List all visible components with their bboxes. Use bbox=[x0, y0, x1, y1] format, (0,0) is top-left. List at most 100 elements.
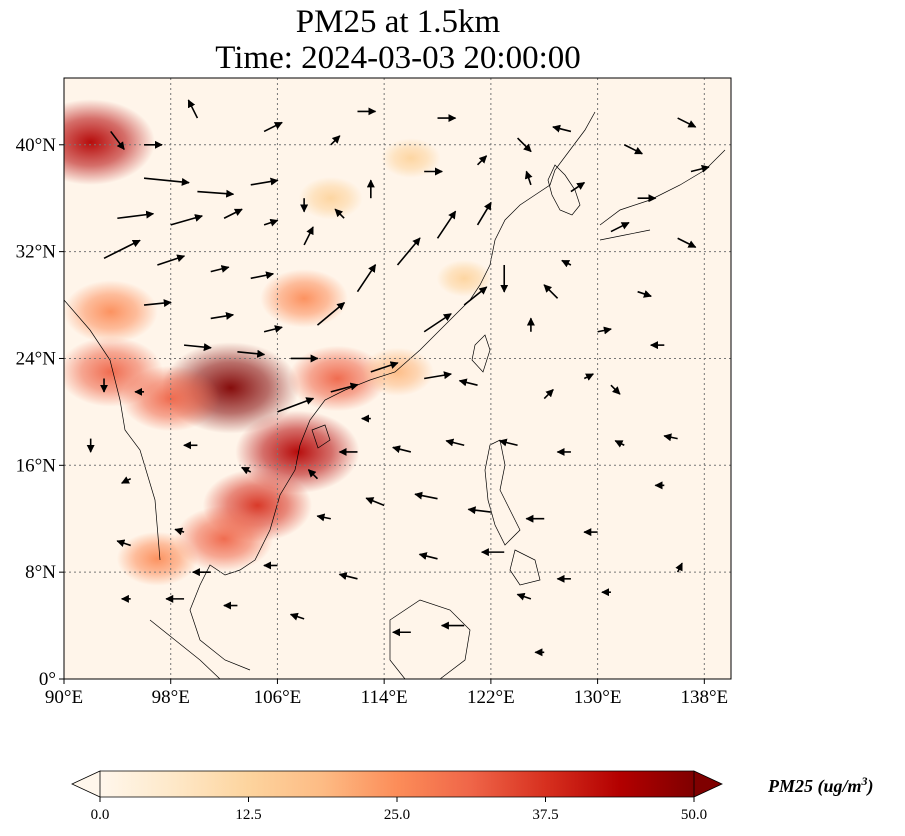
wind-arrow bbox=[174, 527, 185, 536]
wind-arrow bbox=[334, 208, 345, 219]
wind-arrow bbox=[143, 299, 172, 308]
wind-arrow bbox=[110, 130, 125, 151]
wind-arrow bbox=[307, 469, 319, 480]
colorbar: 0.0 12.5 25.0 37.5 50.0 bbox=[71, 770, 723, 823]
wind-arrow bbox=[103, 239, 141, 260]
colorbar-ticks: 0.0 12.5 25.0 37.5 50.0 bbox=[91, 797, 707, 823]
wind-arrow bbox=[289, 612, 305, 621]
colorbar-label: PM25 (ug/m3) bbox=[768, 774, 874, 797]
x-tick-label: 138°E bbox=[680, 687, 728, 708]
wind-arrow bbox=[610, 221, 630, 233]
wind-arrow bbox=[330, 135, 341, 146]
wind-arrow bbox=[396, 237, 421, 266]
wind-arrow bbox=[675, 562, 683, 573]
wind-arrow bbox=[458, 378, 478, 387]
x-tick-label: 106°E bbox=[254, 687, 302, 708]
wind-arrow bbox=[117, 210, 155, 220]
wind-arrow bbox=[250, 271, 275, 280]
wind-arrow bbox=[223, 208, 243, 219]
colorbar-label-exponent: 3 bbox=[861, 774, 868, 788]
colorbar-max-extension bbox=[693, 770, 723, 798]
korea-coastline bbox=[547, 164, 581, 216]
wind-arrow bbox=[663, 433, 678, 442]
wind-arrow bbox=[476, 155, 488, 166]
wind-arrow bbox=[116, 539, 131, 548]
coastlines bbox=[64, 111, 726, 679]
wind-arrow bbox=[365, 497, 385, 507]
wind-arrow bbox=[610, 384, 621, 395]
wind-arrow bbox=[250, 177, 279, 186]
wind-arrow bbox=[370, 361, 399, 373]
wind-arrow bbox=[316, 301, 346, 326]
wind-arrow bbox=[418, 552, 438, 560]
pm25-hotspot bbox=[64, 280, 158, 344]
wind-arrow bbox=[524, 170, 533, 186]
taiwan-coastline bbox=[471, 334, 491, 373]
wind-arrow bbox=[263, 218, 279, 227]
wind-arrow bbox=[614, 440, 625, 448]
colorbar-tick-label: 25.0 bbox=[384, 807, 410, 823]
wind-arrow bbox=[552, 124, 572, 133]
wind-arrow bbox=[467, 506, 491, 515]
colorbar-gradient bbox=[100, 771, 694, 797]
y-axis-ticks: 0° 8°N 16°N 24°N 32°N 40°N bbox=[16, 135, 64, 690]
wind-arrow bbox=[316, 513, 331, 522]
y-tick-label: 24°N bbox=[16, 348, 57, 369]
y-tick-label: 0° bbox=[39, 669, 56, 690]
pm25-hotspot bbox=[298, 176, 363, 220]
hainan-coastline bbox=[311, 424, 331, 449]
wind-arrow bbox=[677, 237, 697, 248]
colorbar-label-end: ) bbox=[867, 776, 874, 796]
y-tick-label: 16°N bbox=[16, 455, 57, 476]
y-tick-label: 32°N bbox=[16, 242, 57, 263]
wind-arrow bbox=[561, 259, 572, 268]
wind-arrow bbox=[241, 466, 252, 475]
map-title-line-2: Time: 2024-03-03 20:00:00 bbox=[215, 40, 581, 76]
x-axis-ticks: 90°E 98°E 106°E 114°E 122°E 130°E 138°E bbox=[45, 679, 728, 708]
pm25-hotspot bbox=[361, 347, 434, 396]
pm25-hotspot bbox=[64, 99, 155, 185]
mainland-coastline bbox=[189, 111, 596, 671]
wind-arrow bbox=[623, 144, 643, 155]
wind-arrow bbox=[463, 286, 488, 306]
wind-arrow bbox=[476, 201, 492, 226]
borneo-coastline bbox=[389, 599, 471, 679]
wind-arrow bbox=[303, 226, 314, 246]
pm25-concentration-layer bbox=[64, 99, 492, 586]
colorbar-label-main: PM25 (ug/m bbox=[768, 776, 862, 796]
wind-arrow bbox=[423, 313, 452, 333]
wind-arrow bbox=[197, 189, 235, 198]
map-frame bbox=[63, 77, 732, 680]
wind-arrow bbox=[237, 349, 266, 358]
colorbar-min-extension bbox=[71, 770, 101, 798]
wind-arrow bbox=[543, 284, 559, 299]
sumatra-coastline bbox=[149, 619, 221, 679]
x-tick-label: 114°E bbox=[361, 687, 408, 708]
wind-arrow bbox=[338, 572, 358, 580]
colorbar-tick-label: 0.0 bbox=[91, 807, 110, 823]
pm25-hotspot bbox=[174, 505, 274, 572]
wind-arrow bbox=[263, 121, 283, 133]
x-tick-label: 130°E bbox=[574, 687, 622, 708]
y-tick-label: 40°N bbox=[16, 135, 57, 156]
wind-arrow bbox=[392, 445, 412, 454]
wind-arrow bbox=[690, 164, 710, 173]
wind-arrow bbox=[543, 388, 554, 400]
wind-arrow bbox=[143, 177, 190, 186]
colorbar-tick-label: 12.5 bbox=[235, 807, 261, 823]
wind-arrow bbox=[263, 325, 283, 333]
wind-arrow bbox=[637, 290, 652, 298]
wind-arrow bbox=[424, 371, 452, 380]
philippines-coastline bbox=[484, 439, 541, 586]
wind-arrow bbox=[187, 99, 199, 119]
wind-arrow bbox=[516, 137, 532, 153]
pm25-hotspot bbox=[116, 531, 198, 586]
wind-arrow bbox=[414, 491, 438, 500]
wind-arrow bbox=[210, 311, 235, 320]
wind-arrow bbox=[277, 397, 315, 413]
wind-arrow bbox=[436, 210, 457, 239]
pm25-hotspot bbox=[260, 269, 348, 328]
colorbar-tick-label: 50.0 bbox=[681, 807, 707, 823]
wind-arrow bbox=[570, 181, 586, 193]
wind-arrow bbox=[210, 265, 230, 273]
